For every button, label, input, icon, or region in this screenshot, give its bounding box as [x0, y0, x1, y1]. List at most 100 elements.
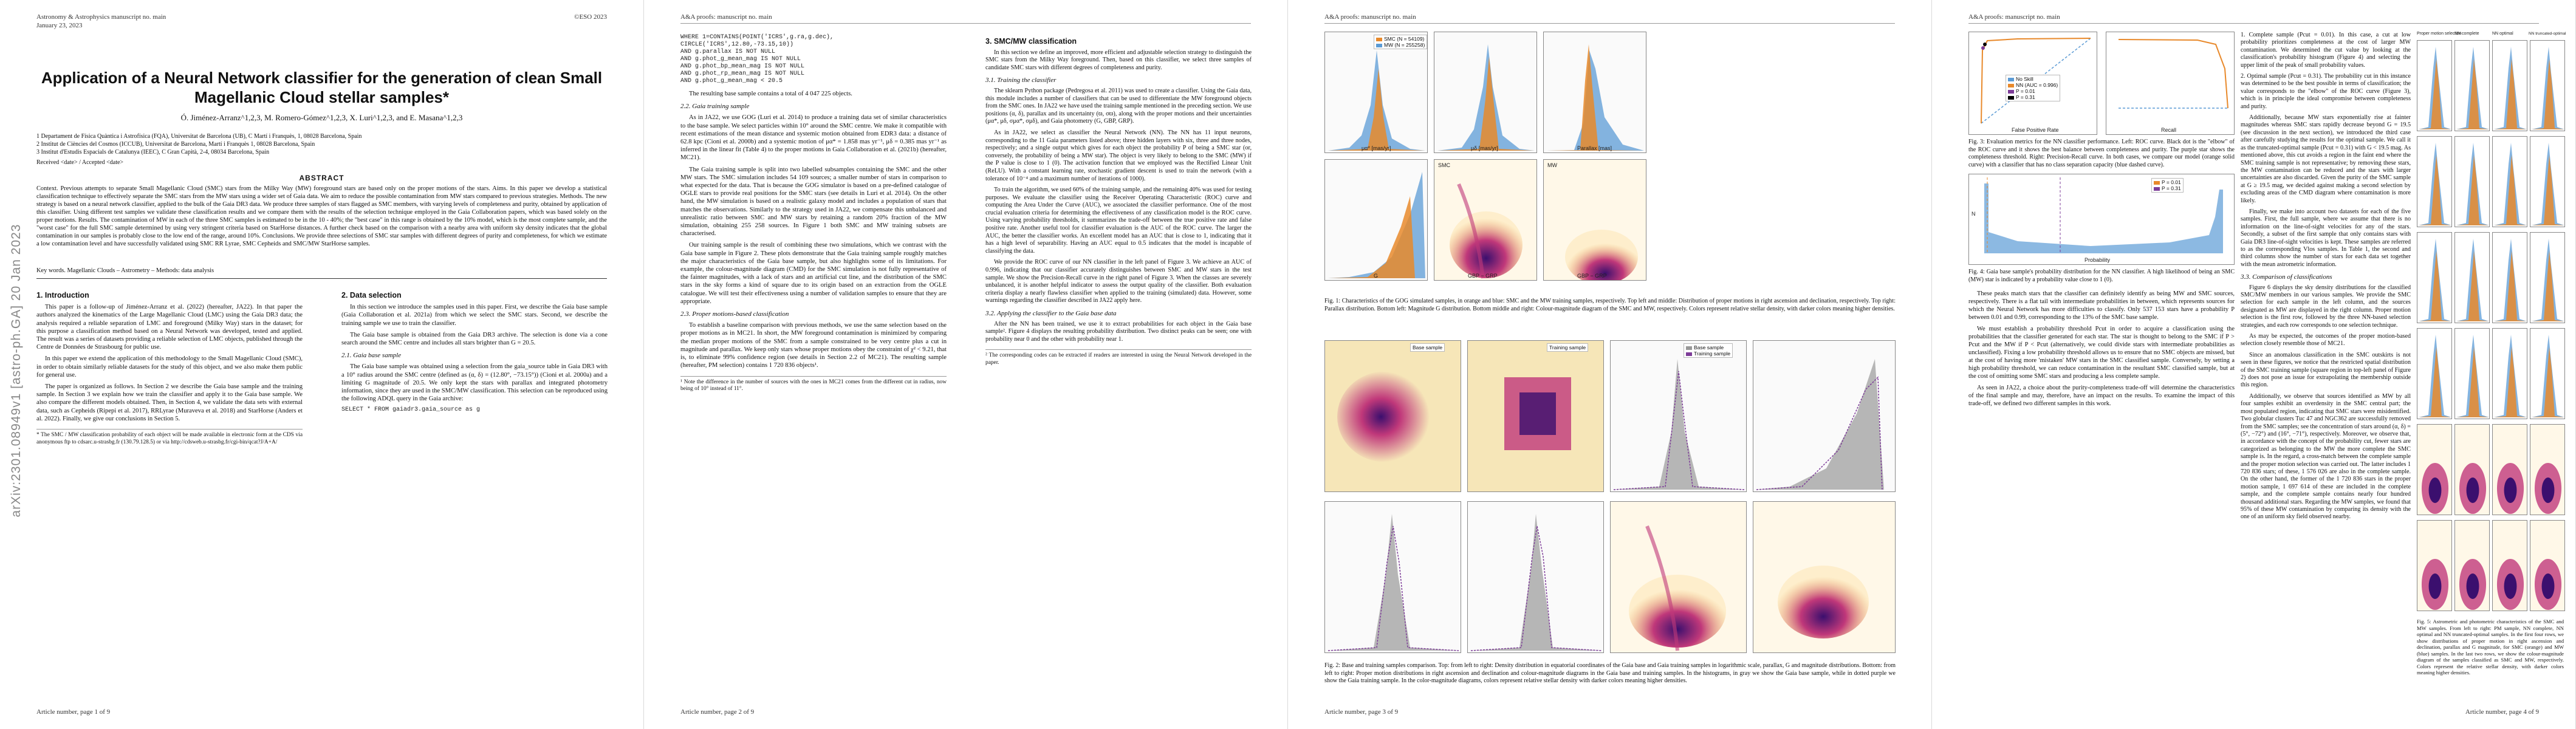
- paragraph: Finally, we make into account two datase…: [2241, 208, 2411, 268]
- header-rule: [680, 23, 1251, 24]
- fig1-g-hist: G: [1324, 159, 1428, 281]
- fig5-panel: [2492, 40, 2527, 131]
- fig1-smc-cmd: SMC GBP − GRP: [1434, 159, 1537, 281]
- figure-2: Base sample Training sample Base sample …: [1324, 340, 1896, 656]
- page-header: A&A proofs: manuscript no. main: [1968, 13, 2539, 21]
- axis-label: N: [1971, 211, 1976, 217]
- figure-5-caption: Fig. 5: Astrometric and photometric char…: [2417, 618, 2564, 676]
- figure-4-caption: Fig. 4: Gaia base sample's probability d…: [1968, 269, 2235, 283]
- affiliation-1: 1 Departament de Física Quàntica i Astro…: [36, 133, 362, 140]
- fig2-base-cmd: [1610, 501, 1747, 653]
- fig3-pr-svg: [2118, 39, 2228, 109]
- paragraph: The sklearn Python package (Pedregosa et…: [985, 87, 1252, 125]
- fig5-panel: [2454, 520, 2490, 611]
- panel-tag: Training sample: [1547, 343, 1589, 352]
- fig2-pmde-svg: [1470, 514, 1602, 651]
- paragraph: The Gaia training sample is split into t…: [680, 166, 947, 238]
- figure-1-caption: Fig. 1: Characteristics of the GOG simul…: [1324, 298, 1896, 312]
- fig3-roc: No Skill NN (AUC = 0.996) P = 0.01 P = 0…: [1968, 32, 2097, 135]
- abstract-heading: ABSTRACT: [299, 174, 344, 182]
- fig2-pmra-hist: [1324, 501, 1461, 653]
- fig5-panel: [2530, 424, 2565, 515]
- fig1-pmra-hist: SMC (N = 54109) MW (N = 255258) μα* [mas…: [1324, 32, 1428, 153]
- fig1-pmra-svg: [1328, 50, 1425, 151]
- fig3-precision-recall: Recall: [2106, 32, 2235, 135]
- abstract-text: Context. Previous attempts to separate S…: [36, 185, 607, 247]
- fig2-train-sky: Training sample: [1467, 340, 1604, 492]
- page-header: Astronomy & Astrophysics manuscript no. …: [36, 13, 607, 29]
- fig2-train-cmd: [1753, 501, 1896, 653]
- paragraph: This paper is a follow-up of Jiménez-Arr…: [36, 304, 303, 351]
- fig5-col-title: NN optimal: [2492, 32, 2513, 36]
- footnote: ¹ Note the difference in the number of s…: [680, 375, 947, 393]
- arxiv-stamp: arXiv:2301.08949v1 [astro-ph.GA] 20 Jan …: [9, 224, 23, 518]
- figure-3-caption: Fig. 3: Evaluation metrics for the NN cl…: [1968, 139, 2235, 168]
- section-heading: 1. Introduction: [36, 291, 89, 299]
- page-header: A&A proofs: manuscript no. main: [680, 13, 1251, 21]
- page-4: A&A proofs: manuscript no. main No Skill…: [1932, 0, 2576, 729]
- figure-3: No Skill NN (AUC = 0.996) P = 0.01 P = 0…: [1968, 32, 2235, 135]
- subsection-heading: 3.2. Applying the classifier to the Gaia…: [985, 310, 1117, 317]
- fig5-panel: [2454, 40, 2490, 131]
- paragraph: The paper is organized as follows. In Se…: [36, 383, 303, 422]
- section-heading: 3. SMC/MW classification: [985, 37, 1077, 46]
- fig2-train-cmd-svg: [1778, 566, 1869, 638]
- journal-name: Astronomy & Astrophysics manuscript no. …: [36, 13, 166, 21]
- axis-label: μδ [mas/yr]: [1471, 145, 1498, 151]
- fig2-g-svg: [1756, 359, 1884, 490]
- fig2-train-sky-svg: [1504, 377, 1571, 450]
- fig5-panel: [2530, 40, 2565, 131]
- list-item: 1. Complete sample (Pcut = 0.01). In thi…: [2241, 32, 2411, 69]
- axis-label: Parallax [mas]: [1577, 145, 1612, 151]
- fig5-panel: [2530, 520, 2565, 611]
- paragraph: Additionally, because MW stars exponenti…: [2241, 114, 2411, 204]
- page-number: Article number, page 3 of 9: [1324, 708, 1399, 716]
- fig1-mw-cmd-svg: [1565, 230, 1638, 280]
- fig2-base-cmd-svg: [1629, 525, 1726, 651]
- page2-left-column: WHERE 1=CONTAINS(POINT('ICRS',g.ra,g.dec…: [680, 32, 947, 393]
- paragraph: As in JA22, we select as classifier the …: [985, 129, 1252, 182]
- subsection-heading: 3.1. Training the classifier: [985, 77, 1057, 84]
- panel-tag: Base sample: [1410, 343, 1445, 352]
- fig5-panel: [2417, 232, 2452, 323]
- page-number: Article number, page 1 of 9: [36, 708, 111, 716]
- footnote: * The SMC / MW classification probabilit…: [36, 429, 303, 446]
- adql-query: WHERE 1=CONTAINS(POINT('ICRS',g.ra,g.dec…: [680, 34, 834, 84]
- page4-left-text: These peaks match stars that the classif…: [1968, 290, 2235, 408]
- fig5-panel: [2417, 520, 2452, 611]
- paragraph: We provide the ROC curve of our NN class…: [985, 259, 1252, 304]
- page-number: Article number, page 4 of 9: [2465, 708, 2539, 716]
- page2-right-column: 3. SMC/MW classification In this section…: [985, 32, 1252, 366]
- subsection-heading: 2.2. Gaia training sample: [680, 103, 750, 111]
- fig1-pmde-hist: μδ [mas/yr]: [1434, 32, 1537, 153]
- abstract-divider: [36, 278, 607, 279]
- axis-label: G: [1374, 273, 1379, 279]
- paragraph: The Gaia base sample is obtained from th…: [341, 331, 608, 347]
- paragraph: Our training sample is the result of com…: [680, 242, 947, 305]
- section-heading: 2. Data selection: [341, 291, 402, 299]
- fig5-panel: [2530, 328, 2565, 419]
- fig2-g-hist: [1753, 340, 1896, 492]
- page1-left-column: 1. Introduction This paper is a follow-u…: [36, 286, 303, 446]
- fig3-legend: No Skill NN (AUC = 0.996) P = 0.01 P = 0…: [2006, 75, 2061, 101]
- fig5-panel: [2454, 136, 2490, 227]
- adql-query: SELECT * FROM gaiadr3.gaia_source as g: [341, 406, 481, 414]
- subsection-heading: 3.3. Comparison of classifications: [2241, 273, 2332, 281]
- axis-label: Recall: [2161, 127, 2177, 133]
- fig5-panel: [2454, 424, 2490, 515]
- header-rule: [1324, 23, 1895, 24]
- fig1-parallax-hist: Parallax [mas]: [1543, 32, 1646, 153]
- fig4-probability-hist: P = 0.01 P = 0.31 Probability N: [1968, 174, 2235, 265]
- paragraph: As seen in JA22, a choice about the puri…: [1968, 385, 2235, 407]
- fig5-panel: [2492, 424, 2527, 515]
- paragraph: To train the algorithm, we used 60% of t…: [985, 187, 1252, 255]
- received-line: Received <date> / Accepted <date>: [36, 159, 124, 166]
- fig5-panel: [2492, 232, 2527, 323]
- paragraph: The Gaia base sample was obtained using …: [341, 363, 608, 403]
- fig5-panel: [2417, 40, 2452, 131]
- fig5-col-title: NN truncated-optimal: [2529, 32, 2566, 36]
- manuscript-date: January 23, 2023: [36, 22, 83, 29]
- paragraph: The resulting base sample contains a tot…: [689, 91, 852, 97]
- paragraph: To establish a baseline comparison with …: [680, 322, 947, 369]
- affiliation-3: 3 Institut d'Estudis Espacials de Catalu…: [36, 149, 270, 156]
